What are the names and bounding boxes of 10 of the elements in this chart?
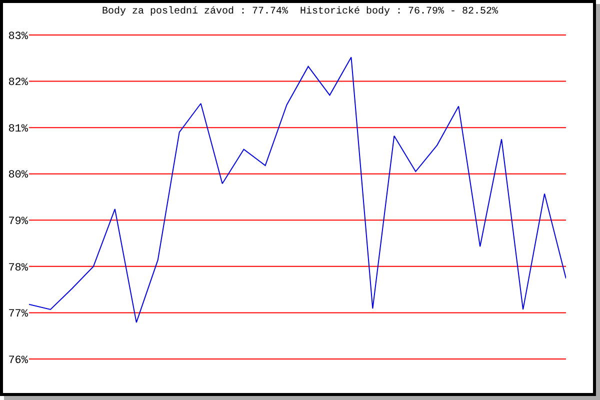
line-series: [29, 56, 566, 323]
y-tick-label: 76%: [8, 354, 28, 367]
y-tick-label: 77%: [8, 308, 28, 321]
y-tick-label: 82%: [8, 77, 28, 90]
y-tick-label: 83%: [8, 30, 28, 43]
y-tick-label: 81%: [8, 123, 28, 136]
y-tick-label: 80%: [8, 170, 28, 182]
chart-title: Body za poslední závod : 77.74% Historické body : 76.79% - 82.52%: [102, 6, 498, 18]
y-tick-label: 78%: [8, 262, 28, 274]
y-tick-label: 79%: [8, 216, 28, 228]
